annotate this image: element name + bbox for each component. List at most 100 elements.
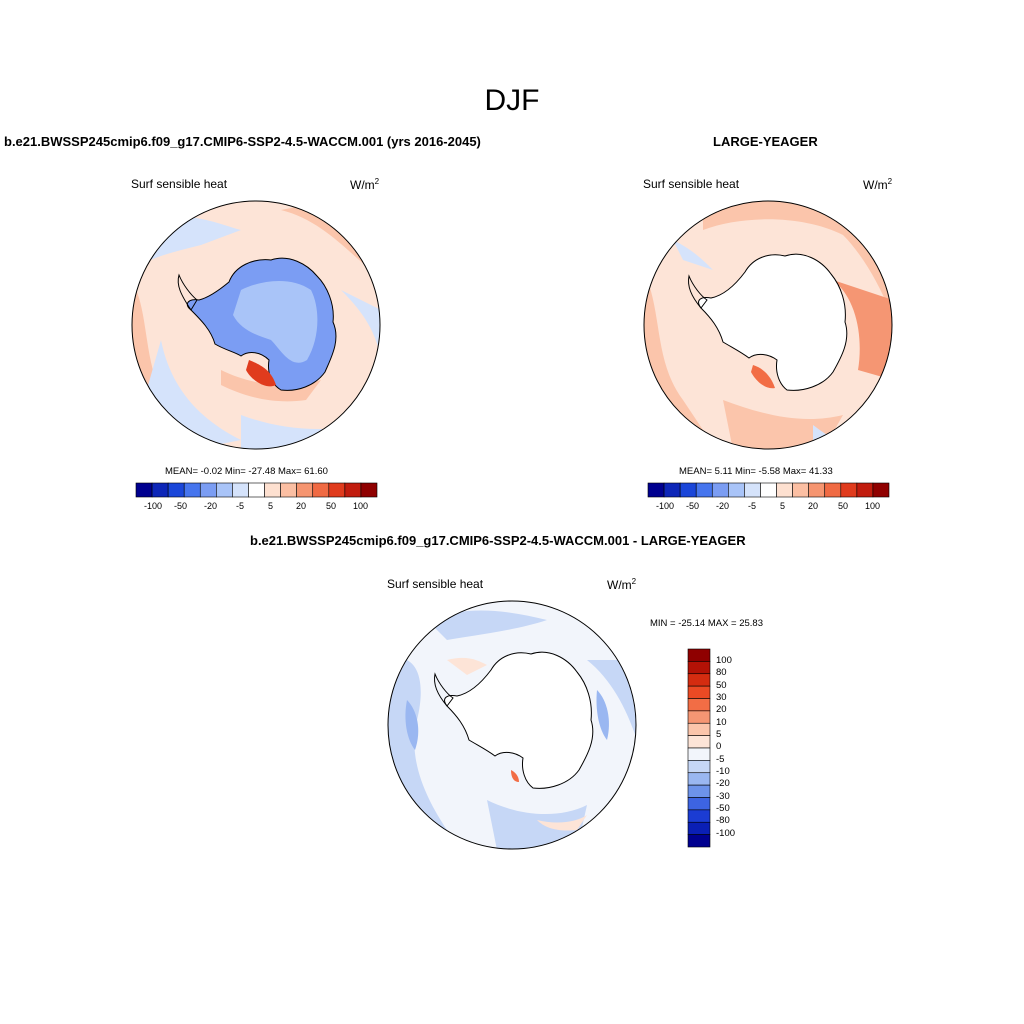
diff-title: b.e21.BWSSP245cmip6.f09_g17.CMIP6-SSP2-4… <box>250 533 746 548</box>
colorbar-swatch <box>232 482 249 498</box>
colorbar-swatch <box>872 482 890 498</box>
test-colorbar-label: 50 <box>326 501 337 511</box>
diff-colorbar-labels: 100 80 50 30 20 10 5 0 -5 -10 -20 -30 -5… <box>716 655 756 840</box>
diff-peninsula <box>434 672 454 707</box>
test-neg-anomaly <box>341 290 380 360</box>
test-case-title: b.e21.BWSSP245cmip6.f09_g17.CMIP6-SSP2-4… <box>4 134 481 149</box>
obs-colorbar-label: -20 <box>716 501 730 511</box>
obs-colorbar-label: -50 <box>686 501 700 511</box>
colorbar-swatch <box>824 482 842 498</box>
test-units-label: W/m2 <box>350 177 380 192</box>
test-colorbar-label: -20 <box>204 501 218 511</box>
test-colorbar-labels: -100 -50 -20 -5 5 20 50 100 <box>136 501 377 513</box>
obs-colorbar-label: -100 <box>656 501 675 511</box>
diff-colorbar-label: -80 <box>716 815 730 827</box>
test-peninsula <box>177 273 198 311</box>
colorbar-swatch <box>679 482 697 498</box>
season-title: DJF <box>484 84 540 117</box>
diff-colorbar-label: 100 <box>716 655 732 666</box>
obs-colorbar-label: -5 <box>748 501 757 511</box>
diff-neg-anomaly <box>405 700 419 750</box>
diff-neg-anomaly <box>587 660 636 740</box>
diff-colorbar-label: -20 <box>716 778 730 790</box>
test-colorbar-label: -100 <box>144 501 163 511</box>
colorbar-swatch <box>687 772 711 786</box>
test-colorbar-label: -5 <box>236 501 245 511</box>
test-polar-map <box>131 200 381 450</box>
colorbar-swatch <box>183 482 201 498</box>
colorbar-swatch <box>135 482 153 498</box>
colorbar-swatch <box>687 797 711 811</box>
colorbar-swatch <box>167 482 185 498</box>
colorbar-swatch <box>687 685 711 699</box>
colorbar-swatch <box>647 482 665 498</box>
obs-peninsula <box>688 274 708 309</box>
colorbar-swatch <box>199 482 217 498</box>
colorbar-swatch <box>687 809 711 823</box>
colorbar-swatch <box>687 648 711 662</box>
obs-colorbar-labels: -100 -50 -20 -5 5 20 50 100 <box>648 501 889 513</box>
colorbar-swatch <box>663 482 681 498</box>
diff-colorbar-label: 30 <box>716 692 727 704</box>
diff-units-label: W/m2 <box>607 577 637 592</box>
diff-colorbar-label: 80 <box>716 667 727 679</box>
diff-colorbar-label: 10 <box>716 716 727 728</box>
obs-colorbar-label: 50 <box>838 501 849 511</box>
diff-neg-anomaly <box>596 690 609 740</box>
diff-colorbar-label: -5 <box>716 753 725 765</box>
diff-colorbar-label: 5 <box>716 729 722 741</box>
diff-neg-anomaly <box>427 610 547 640</box>
colorbar-swatch <box>216 482 233 498</box>
colorbar-swatch <box>728 482 745 498</box>
colorbar-swatch <box>687 784 711 798</box>
obs-units-label: W/m2 <box>863 177 893 192</box>
test-ross-hotspot <box>246 360 276 387</box>
colorbar-swatch <box>687 673 711 687</box>
diff-polar-map <box>387 600 637 850</box>
diff-pos-anomaly <box>447 657 487 675</box>
test-variable-label: Surf sensible heat <box>131 177 228 191</box>
colorbar-swatch <box>248 482 265 498</box>
colorbar-swatch <box>687 760 711 774</box>
test-colorbar-label: 5 <box>268 501 274 511</box>
colorbar-swatch <box>711 482 729 498</box>
test-interior-blue <box>233 280 318 363</box>
colorbar-swatch <box>744 482 761 498</box>
colorbar-swatch <box>687 698 711 712</box>
test-colorbar <box>135 482 378 498</box>
test-colorbar-label: -50 <box>174 501 188 511</box>
diff-stats: MIN = -25.14 MAX = 25.83 <box>650 618 764 629</box>
colorbar-swatch <box>360 482 378 498</box>
colorbar-swatch <box>328 482 346 498</box>
colorbar-swatch <box>856 482 874 498</box>
colorbar-swatch <box>312 482 330 498</box>
obs-colorbar-label: 100 <box>865 501 881 511</box>
obs-stats: MEAN= 5.11 Min= -5.58 Max= 41.33 <box>679 466 833 477</box>
colorbar-swatch <box>687 821 711 835</box>
obs-polar-map <box>643 200 893 450</box>
colorbar-swatch <box>687 710 711 724</box>
obs-variable-label: Surf sensible heat <box>643 177 740 191</box>
colorbar-swatch <box>808 482 826 498</box>
colorbar-swatch <box>792 482 809 498</box>
diff-variable-label: Surf sensible heat <box>387 577 484 591</box>
diff-colorbar-label: -100 <box>716 827 736 839</box>
diff-colorbar-label: -30 <box>716 790 730 802</box>
diff-colorbar-label: -10 <box>716 766 730 778</box>
diff-ross-hotspot <box>511 770 519 782</box>
test-colorbar-label: 100 <box>353 501 369 511</box>
obs-ross-hotspot <box>751 365 775 389</box>
diff-pos-anomaly <box>537 815 587 831</box>
obs-colorbar-label: 5 <box>780 501 786 511</box>
colorbar-swatch <box>264 482 281 498</box>
colorbar-swatch <box>280 482 297 498</box>
obs-title: LARGE-YEAGER <box>713 134 818 149</box>
obs-colorbar <box>647 482 890 498</box>
colorbar-swatch <box>840 482 858 498</box>
colorbar-swatch <box>344 482 362 498</box>
diff-colorbar-label: 20 <box>716 704 727 716</box>
colorbar-swatch <box>695 482 713 498</box>
obs-pos-anomaly <box>833 280 892 380</box>
diff-colorbar-label: 50 <box>716 679 727 691</box>
obs-pos-anomaly <box>703 201 892 320</box>
